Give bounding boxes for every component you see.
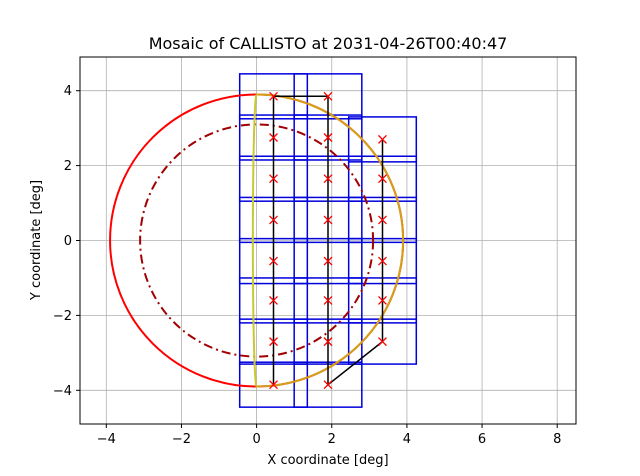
tile-center-marker — [269, 174, 278, 184]
x-tick-label: 0 — [252, 432, 260, 447]
tile-center-marker — [269, 215, 278, 225]
terminator-arc — [256, 93, 405, 388]
observation-path — [272, 95, 384, 387]
x-tick-label: 4 — [403, 432, 411, 447]
x-tick-label: 6 — [478, 432, 486, 447]
marker-stroke — [269, 174, 278, 184]
y-tick-label: −4 — [53, 384, 72, 399]
plot-area — [109, 73, 418, 408]
marker-stroke — [323, 337, 333, 347]
tile-center-marker — [378, 215, 387, 225]
marker-stroke — [269, 215, 278, 225]
tile-center-marker — [323, 256, 333, 266]
x-tick-label: 8 — [553, 432, 561, 447]
tile-center-marker — [269, 91, 278, 101]
marker-stroke — [323, 133, 333, 142]
marker-stroke — [378, 215, 387, 225]
marker-stroke — [378, 337, 387, 347]
tile-center-marker — [269, 133, 278, 142]
tile-center-marker — [323, 295, 333, 305]
x-tick-label: −2 — [172, 432, 191, 447]
marker-stroke — [323, 91, 333, 101]
tile-center-marker — [378, 295, 387, 305]
marker-stroke — [269, 91, 278, 101]
y-tick-label: 0 — [64, 234, 72, 249]
marker-stroke — [269, 295, 278, 305]
inner-circle — [139, 123, 375, 358]
tile-center-marker — [269, 295, 278, 305]
marker-stroke — [269, 133, 278, 142]
marker-stroke — [323, 256, 333, 266]
marker-stroke — [378, 174, 387, 184]
tile-center-marker — [323, 380, 333, 390]
night-edge-arc — [251, 93, 258, 388]
tile-center-marker — [323, 91, 333, 101]
tile-center-marker — [269, 256, 278, 266]
chart-title: Mosaic of CALLISTO at 2031-04-26T00:40:4… — [149, 34, 508, 53]
tile-center-marker — [323, 133, 333, 142]
tile-center-marker — [323, 174, 333, 184]
x-tick-label: 2 — [328, 432, 336, 447]
tile-center-marker — [378, 256, 387, 266]
marker-stroke — [323, 295, 333, 305]
marker-stroke — [378, 134, 387, 144]
axis-ticks: −4 −2 0 2 4 6 8 −4 −2 0 2 4 — [53, 84, 562, 447]
y-tick-label: −2 — [53, 309, 72, 324]
tile-center-marker — [378, 174, 387, 184]
marker-stroke — [269, 380, 278, 390]
tile-center-marker — [323, 215, 333, 225]
x-axis-label: X coordinate [deg] — [267, 453, 388, 468]
tile-center-marker — [269, 337, 278, 347]
marker-stroke — [323, 215, 333, 225]
marker-stroke — [378, 256, 387, 266]
marker-stroke — [269, 256, 278, 266]
tile-center-marker — [323, 337, 333, 347]
tile-center-marker — [378, 134, 387, 144]
tile-center-marker — [378, 337, 387, 347]
y-tick-label: 4 — [64, 84, 72, 99]
marker-stroke — [323, 174, 333, 184]
x-tick-label: −4 — [97, 432, 116, 447]
marker-stroke — [323, 380, 333, 390]
marker-stroke — [269, 337, 278, 347]
tile-center-marker — [269, 380, 278, 390]
y-tick-label: 2 — [64, 159, 72, 174]
y-axis-label: Y coordinate [deg] — [29, 180, 44, 301]
marker-stroke — [378, 295, 387, 305]
